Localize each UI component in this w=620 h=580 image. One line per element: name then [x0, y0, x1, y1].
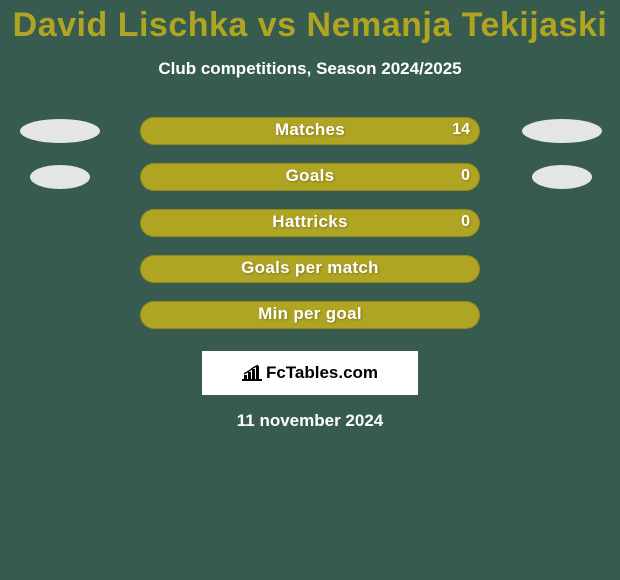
- right-player-marker: [522, 119, 602, 143]
- stat-value-right: 0: [461, 213, 470, 231]
- comparison-chart: Matches 14 Goals 0 Hattricks 0 Goals per…: [0, 117, 620, 337]
- stat-label: Goals per match: [0, 258, 620, 278]
- report-date: 11 november 2024: [0, 411, 620, 431]
- comparison-infographic: David Lischka vs Nemanja Tekijaski Club …: [0, 0, 620, 580]
- stat-label: Min per goal: [0, 304, 620, 324]
- stat-value-right: 14: [452, 121, 470, 139]
- stat-row: Min per goal: [0, 301, 620, 329]
- stat-row: Goals per match: [0, 255, 620, 283]
- stat-label: Goals: [0, 166, 620, 186]
- page-title: David Lischka vs Nemanja Tekijaski: [0, 0, 620, 45]
- stat-row: Matches 14: [0, 117, 620, 145]
- stat-value-right: 0: [461, 167, 470, 185]
- chart-icon: [242, 365, 262, 381]
- source-logo-text: FcTables.com: [266, 363, 378, 383]
- stat-label: Hattricks: [0, 212, 620, 232]
- stat-row: Hattricks 0: [0, 209, 620, 237]
- source-logo: FcTables.com: [202, 351, 418, 395]
- subtitle: Club competitions, Season 2024/2025: [0, 59, 620, 79]
- stat-row: Goals 0: [0, 163, 620, 191]
- right-player-marker: [532, 165, 592, 189]
